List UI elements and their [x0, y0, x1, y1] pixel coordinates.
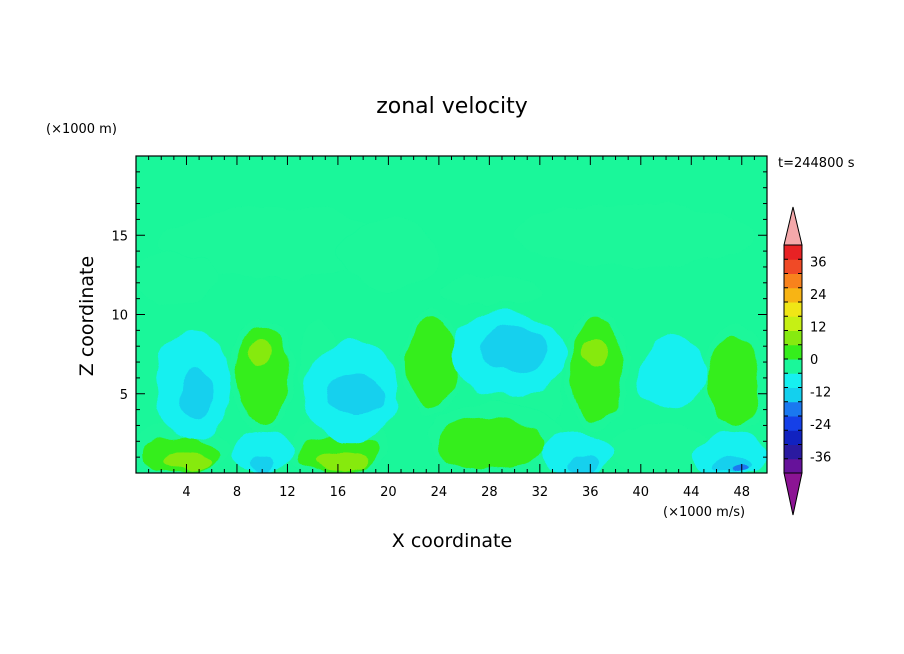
colorbar-band [784, 430, 802, 445]
colorbar-tick-label: 24 [810, 288, 827, 303]
contour-region-0 [161, 206, 389, 280]
contour-region-25 [313, 452, 370, 472]
contour-region-34 [327, 373, 386, 418]
contour-plot-area [135, 155, 768, 474]
contour-region-3 [136, 252, 219, 304]
contour-region-29 [638, 336, 707, 410]
x-tick-label: 36 [582, 485, 599, 500]
colorbar-tick-label: -36 [810, 451, 831, 466]
x-axis-label: X coordinate [392, 530, 512, 552]
y-axis-ticks: 5 10 15 [111, 171, 767, 458]
x-tick-label: 32 [532, 485, 549, 500]
colorbar-band [784, 444, 802, 460]
x-tick-label: 44 [683, 485, 700, 500]
colorbar-band [784, 259, 802, 274]
colorbar-band [784, 401, 802, 417]
contour-region-36 [250, 455, 274, 472]
colorbar-band [784, 316, 802, 331]
x-units-label: (×1000 m/s) [663, 505, 745, 520]
contour-region-2 [514, 203, 755, 267]
colorbar-band [784, 416, 802, 431]
colorbar-band [784, 273, 802, 289]
contour-region-24 [161, 452, 212, 472]
contour-region-1 [337, 219, 439, 290]
colorbar-under-arrow [783, 472, 803, 516]
colorbar: 36 24 12 0 -12 -24 -36 [783, 206, 831, 516]
contour-region-37 [568, 455, 600, 472]
contour-region-21 [433, 417, 545, 469]
contour-region-17 [570, 317, 624, 423]
y-axis-label: Z coordinate [76, 256, 98, 376]
x-tick-label: 48 [733, 485, 750, 500]
colorbar-tick-label: -12 [810, 386, 831, 401]
contour-region-18 [707, 336, 759, 426]
contour-region-30 [231, 431, 293, 473]
contour-region-22 [248, 339, 272, 366]
colorbar-band [784, 245, 802, 260]
contour-region-39 [731, 466, 747, 473]
x-tick-label: 16 [330, 485, 347, 500]
contour-region-11 [606, 423, 713, 473]
colorbar-band [784, 287, 802, 303]
colorbar-tick-label: -24 [810, 418, 831, 433]
y-tick-label: 5 [120, 388, 128, 403]
colorbar-band [784, 387, 802, 403]
colorbar-band [784, 373, 802, 388]
time-label: t=244800 s [778, 156, 855, 171]
colorbar-tick-label: 36 [810, 255, 827, 270]
colorbar-band [784, 344, 802, 360]
contour-region-16 [407, 316, 458, 409]
colorbar-tick-label: 12 [810, 320, 827, 335]
colorbar-band [784, 359, 802, 374]
contour-region-35 [481, 324, 548, 372]
x-tick-label: 4 [182, 485, 190, 500]
y-tick-label: 15 [111, 229, 128, 244]
x-tick-label: 24 [431, 485, 448, 500]
contour-region-23 [580, 336, 608, 369]
x-tick-label: 28 [481, 485, 498, 500]
x-tick-label: 20 [380, 485, 397, 500]
y-units-label: (×1000 m) [46, 122, 117, 137]
colorbar-band [784, 458, 802, 474]
x-tick-label: 8 [233, 485, 241, 500]
x-tick-label: 12 [279, 485, 296, 500]
contour-region-4 [438, 274, 540, 307]
colorbar-band [784, 330, 802, 346]
colorbar-tick-label: 0 [810, 353, 818, 368]
x-tick-label: 40 [633, 485, 650, 500]
x-axis-ticks: 4 8 12 16 20 24 28 32 36 40 44 48 [148, 156, 755, 500]
contour-region-33 [178, 368, 215, 420]
colorbar-band [784, 302, 802, 317]
colorbar-over-arrow [783, 206, 803, 246]
chart-title: zonal velocity [376, 94, 528, 119]
y-tick-label: 10 [111, 309, 128, 324]
